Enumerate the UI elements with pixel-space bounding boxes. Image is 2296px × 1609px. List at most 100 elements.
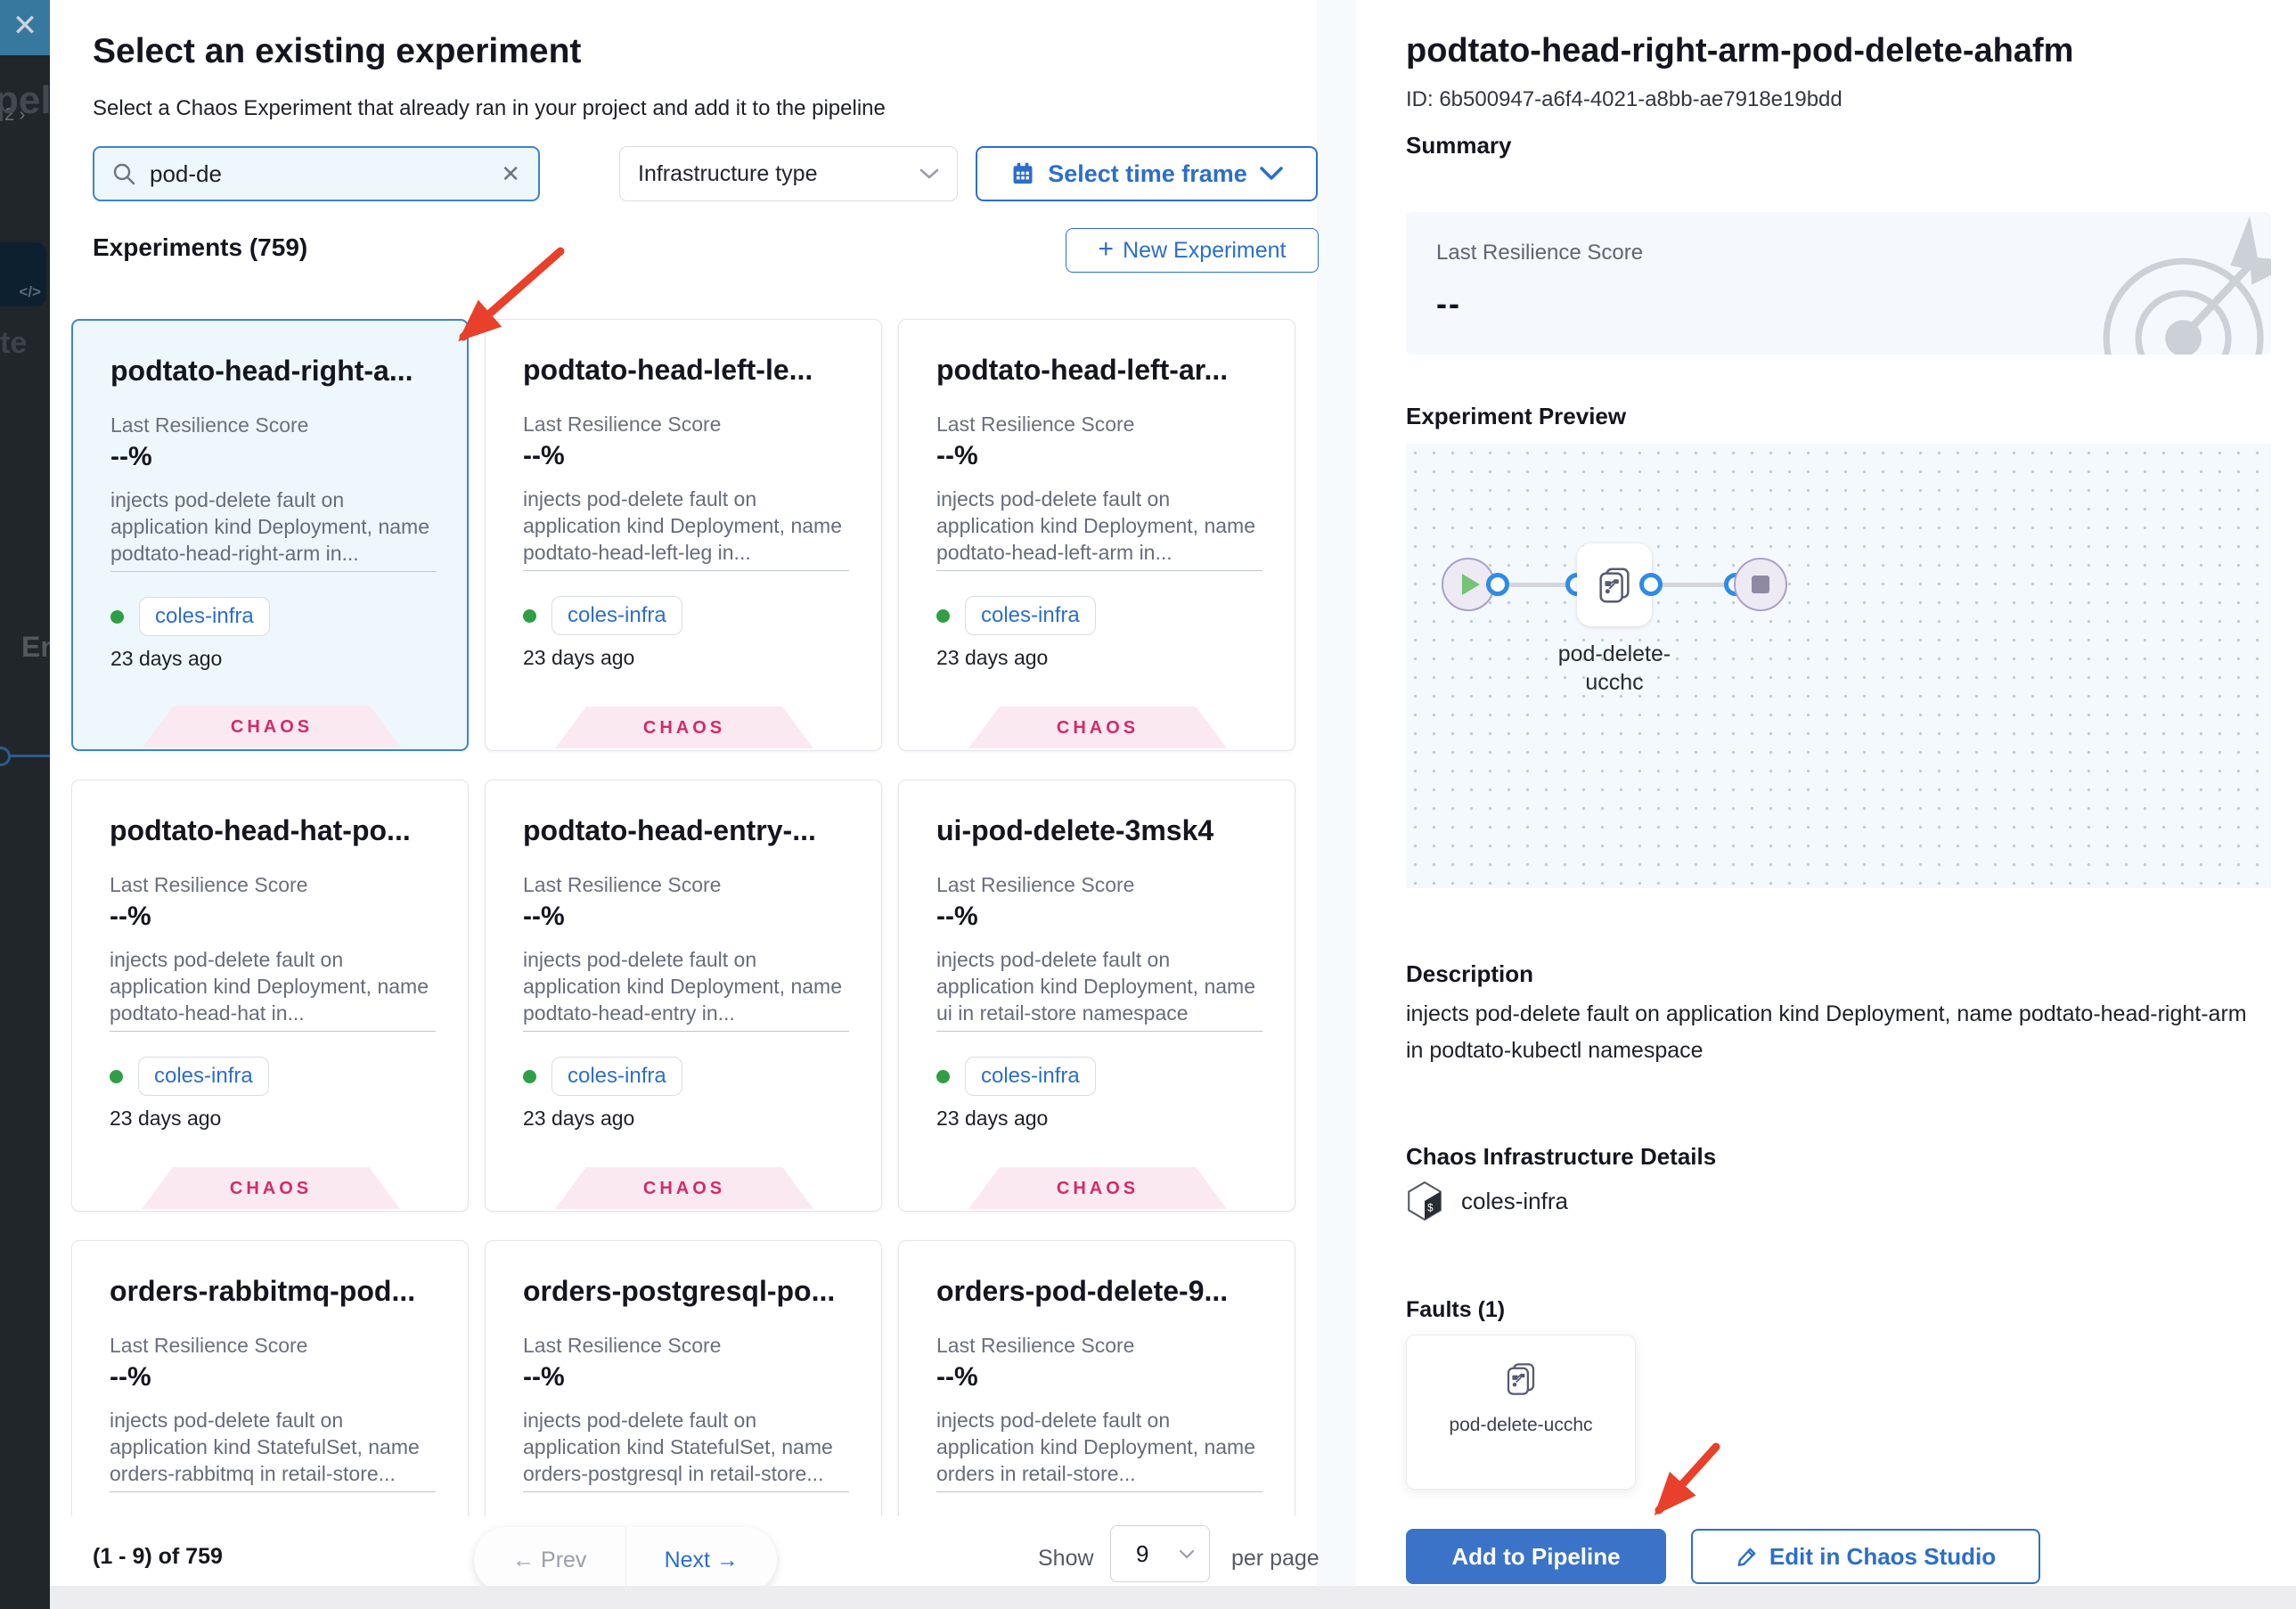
infrastructure-row: coles-infra — [110, 597, 270, 636]
select-time-frame-button[interactable]: Select time frame — [976, 146, 1318, 201]
score-label: Last Resilience Score — [523, 873, 722, 896]
score-label: Last Resilience Score — [110, 413, 309, 437]
background-pipeline-node: </> — [0, 242, 46, 306]
infrastructure-chip[interactable]: coles-infra — [139, 597, 270, 636]
experiment-description: injects pod-delete fault on application … — [523, 486, 849, 571]
status-dot — [523, 1069, 536, 1083]
infrastructure-chip[interactable]: coles-infra — [552, 596, 682, 635]
add-to-pipeline-label: Add to Pipeline — [1451, 1542, 1621, 1570]
experiment-card[interactable]: podtato-head-entry-... Last Resilience S… — [485, 780, 882, 1212]
experiment-card-title: podtato-head-left-le... — [523, 354, 813, 386]
experiment-description: injects pod-delete fault on application … — [936, 946, 1262, 1032]
experiment-description: injects pod-delete fault on application … — [110, 486, 437, 572]
pagination-pill: ← Prev Next → — [474, 1527, 777, 1593]
status-dot — [110, 1069, 123, 1083]
pod-delete-fault-icon — [1599, 568, 1630, 602]
background-text-fragment-en: En — [21, 631, 50, 663]
experiment-card[interactable]: podtato-head-left-ar... Last Resilience … — [898, 319, 1295, 751]
infrastructure-chip[interactable]: coles-infra — [138, 1057, 269, 1096]
chaos-banner: CHAOS — [968, 1167, 1227, 1209]
background-text-fragment-te: te — [0, 326, 28, 360]
score-value: --% — [523, 902, 565, 931]
experiment-description: injects pod-delete fault on application … — [936, 1407, 1262, 1492]
experiment-card[interactable]: podtato-head-right-a... Last Resilience … — [71, 319, 469, 751]
experiment-card[interactable]: podtato-head-left-le... Last Resilience … — [485, 319, 882, 751]
faults-heading: Faults (1) — [1406, 1297, 1506, 1322]
summary-heading: Summary — [1406, 132, 1512, 159]
background-page-fragment: 2 › — [4, 105, 26, 125]
add-to-pipeline-button[interactable]: Add to Pipeline — [1406, 1529, 1666, 1584]
experiment-card[interactable]: ui-pod-delete-3msk4 Last Resilience Scor… — [898, 780, 1295, 1212]
fault-card[interactable]: pod-delete-ucchc — [1406, 1335, 1636, 1490]
chevron-down-icon — [919, 168, 939, 179]
experiment-card[interactable]: podtato-head-hat-po... Last Resilience S… — [71, 780, 469, 1212]
close-button[interactable]: ✕ 2 › — [0, 0, 50, 125]
page-title: Select an existing experiment — [93, 32, 582, 70]
new-experiment-button[interactable]: + New Experiment — [1066, 228, 1319, 273]
next-arrow-icon: → — [715, 1547, 739, 1572]
chaos-banner: CHAOS — [143, 706, 401, 747]
next-page-button[interactable]: Next → — [626, 1548, 778, 1573]
infrastructure-row: coles-infra — [936, 596, 1096, 635]
plus-icon: + — [1098, 233, 1115, 264]
infrastructure-chip[interactable]: coles-infra — [552, 1057, 682, 1096]
infrastructure-chip[interactable]: coles-infra — [965, 1057, 1096, 1096]
infrastructure-chip[interactable]: coles-infra — [965, 596, 1096, 635]
experiment-card[interactable]: orders-pod-delete-9... Last Resilience S… — [898, 1240, 1295, 1516]
experiment-preview-canvas: pod-delete- ucchc — [1406, 444, 2271, 888]
experiment-card[interactable]: orders-postgresql-po... Last Resilience … — [485, 1240, 882, 1516]
experiment-description: injects pod-delete fault on application … — [936, 486, 1262, 571]
modal-footer-strip — [50, 1586, 2296, 1609]
prev-page-button[interactable]: ← Prev — [474, 1548, 625, 1573]
pipeline-connector-line — [1498, 583, 1577, 587]
infrastructure-name: coles-infra — [1461, 1187, 1568, 1214]
status-dot — [936, 1069, 950, 1083]
new-experiment-label: New Experiment — [1123, 237, 1287, 263]
search-box[interactable]: ✕ — [93, 146, 540, 201]
search-input[interactable] — [148, 159, 502, 189]
infrastructure-row: $ coles-infra — [1406, 1180, 1568, 1221]
experiment-card[interactable]: orders-rabbitmq-pod... Last Resilience S… — [71, 1240, 469, 1516]
description-heading: Description — [1406, 960, 1534, 987]
last-updated: 23 days ago — [110, 1107, 222, 1130]
select-time-frame-label: Select time frame — [1048, 159, 1247, 187]
chaos-banner: CHAOS — [555, 706, 813, 748]
score-label: Last Resilience Score — [110, 873, 308, 896]
close-icon: ✕ — [12, 9, 38, 43]
chevron-down-icon — [1259, 167, 1283, 180]
stop-icon — [1752, 576, 1769, 593]
fault-node-label: pod-delete- — [1557, 641, 1671, 666]
score-label: Last Resilience Score — [110, 1334, 308, 1357]
experiment-id: ID: 6b500947-a6f4-4021-a8bb-ae7918e19bdd — [1406, 87, 1843, 111]
pipeline-connector-line — [1651, 583, 1736, 587]
page-size-select[interactable]: 9 — [1110, 1525, 1210, 1582]
show-label: Show — [1038, 1546, 1094, 1571]
score-value: --% — [523, 1362, 565, 1392]
description-text: injects pod-delete fault on application … — [1406, 1001, 2247, 1063]
pipeline-end-node[interactable] — [1734, 558, 1787, 611]
prev-arrow-icon: ← — [512, 1547, 535, 1572]
infrastructure-type-label: Infrastructure type — [638, 160, 818, 186]
edit-in-chaos-studio-button[interactable]: Edit in Chaos Studio — [1691, 1529, 2040, 1584]
infrastructure-details-heading: Chaos Infrastructure Details — [1406, 1143, 1717, 1170]
experiment-card-title: orders-postgresql-po... — [523, 1275, 836, 1307]
score-label: Last Resilience Score — [1436, 241, 1644, 265]
experiment-card-title: podtato-head-entry-... — [523, 814, 816, 846]
experiment-card-title: podtato-head-hat-po... — [110, 814, 411, 846]
infrastructure-type-select[interactable]: Infrastructure type — [619, 146, 958, 201]
score-label: Last Resilience Score — [523, 412, 722, 436]
infrastructure-row: coles-infra — [110, 1057, 269, 1096]
status-dot — [936, 608, 950, 623]
score-value: --% — [936, 441, 978, 470]
chevron-down-icon — [1179, 1549, 1195, 1558]
pagination-divider — [625, 1527, 626, 1593]
experiment-grid: podtato-head-right-a... Last Resilience … — [71, 303, 1340, 1516]
clear-search-icon[interactable]: ✕ — [501, 159, 520, 187]
last-updated: 23 days ago — [523, 646, 635, 669]
score-value: --% — [936, 902, 978, 931]
background-text-fragment-pipeline: peli — [0, 78, 50, 122]
resilience-score-card: Last Resilience Score -- — [1406, 212, 2271, 355]
next-label: Next — [664, 1547, 710, 1572]
score-label: Last Resilience Score — [523, 1334, 722, 1357]
experiment-description: injects pod-delete fault on application … — [110, 1407, 436, 1492]
